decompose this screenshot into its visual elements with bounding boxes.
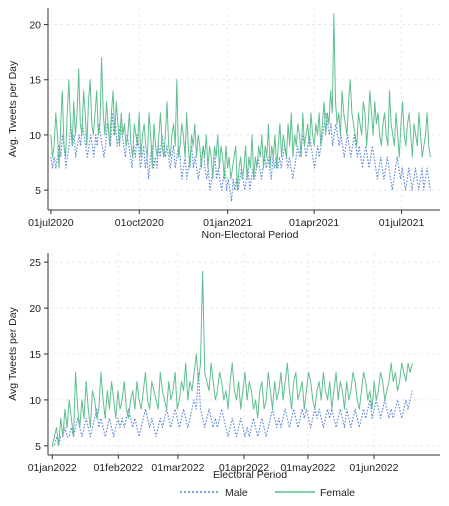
x-axis-label: Electoral Period	[213, 469, 287, 481]
series-line-male	[52, 371, 413, 447]
y-tick-label: 5	[35, 185, 41, 197]
y-tick-label: 10	[29, 130, 41, 142]
x-tick-label: 01apr2021	[289, 217, 339, 229]
y-tick-label: 15	[29, 349, 41, 361]
chart-non-electoral: 5 10 15 20 01jul2020 01oct2020 01jan2021 01apr2…	[7, 8, 440, 241]
series-line-female	[51, 270, 413, 447]
legend: Male Female	[180, 487, 355, 499]
y-tick-label: 25	[29, 257, 41, 269]
y-axis-label: Avg Tweets per Day	[7, 306, 19, 400]
legend-male-label: Male	[225, 487, 248, 499]
x-tick-label: 01jun2022	[349, 462, 398, 474]
y-tick-label: 5	[35, 441, 41, 453]
y-tick-label: 20	[29, 303, 41, 315]
x-tick-label: 01may2022	[280, 462, 335, 474]
x-tick-label: 01feb2022	[93, 462, 143, 474]
x-tick-label: 01jul2020	[28, 217, 74, 229]
x-tick-label: 01jul2021	[379, 217, 425, 229]
y-tick-label: 20	[29, 20, 41, 32]
legend-female-label: Female	[320, 487, 355, 499]
y-axis-label: Avg. Tweets per Day	[7, 60, 19, 157]
series-line-female	[50, 13, 431, 191]
chart-electoral: 5 10 15 20 25 01jan2022 01feb2022 01mar2022 01ap…	[7, 253, 440, 481]
x-tick-label: 01oct2020	[115, 217, 164, 229]
x-tick-label: 01jan2022	[28, 462, 77, 474]
y-tick-label: 15	[29, 75, 41, 87]
x-tick-label: 01apr2022	[219, 462, 269, 474]
y-tick-label: 10	[29, 395, 41, 407]
x-tick-label: 01jan2021	[203, 217, 252, 229]
x-tick-label: 01mar2022	[151, 462, 204, 474]
x-axis-label: Non-Electoral Period	[202, 229, 299, 241]
